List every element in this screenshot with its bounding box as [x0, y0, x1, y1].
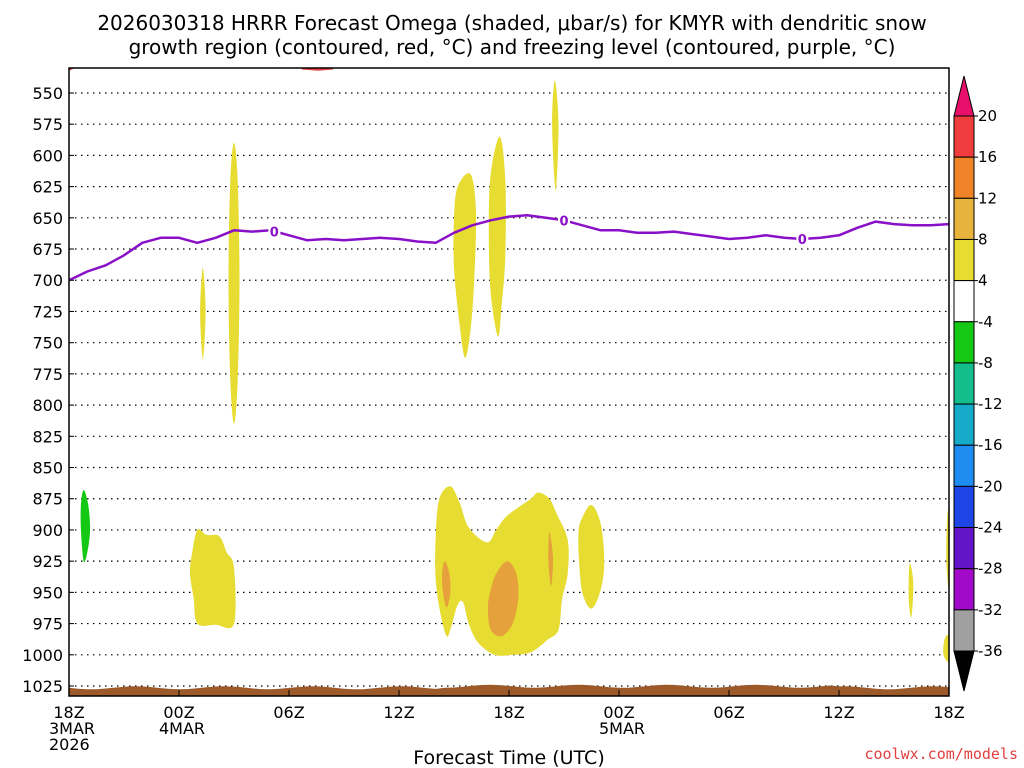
freezing-level-label: 0 — [798, 233, 807, 248]
plot-area: 0 0 0 — [68, 67, 950, 697]
x-tick-label: 12Z — [383, 703, 414, 722]
x-axis-label: Forecast Time (UTC) — [413, 747, 604, 768]
colorbar-swatch — [953, 280, 975, 323]
colorbar-swatch — [953, 609, 975, 652]
y-tick-label: 650 — [32, 209, 63, 228]
pressure-gridlines — [69, 92, 949, 687]
x-tick-label: 00Z — [163, 703, 194, 722]
x-tick-label: 06Z — [273, 703, 304, 722]
y-axis-ticks: 550 575 600 625 650 675 700 725 750 775 800 825 850 8… — [22, 84, 74, 696]
y-tick-label: 725 — [32, 302, 63, 321]
x-tick-label: 2026 — [49, 735, 90, 754]
colorbar-tick-label: -24 — [978, 519, 1003, 537]
y-tick-label: 875 — [32, 490, 63, 509]
colorbar-swatch — [953, 115, 975, 158]
colorbar-tick-label: -12 — [978, 395, 1003, 413]
colorbar-bottom-arrow — [953, 650, 975, 692]
colorbar-swatch — [953, 321, 975, 364]
colorbar-swatch — [953, 527, 975, 570]
freezing-label-bg — [268, 223, 281, 240]
y-tick-label: 900 — [32, 521, 63, 540]
colorbar-swatch — [953, 403, 975, 446]
y-tick-label: 975 — [32, 615, 63, 634]
y-tick-label: 750 — [32, 334, 63, 353]
y-tick-label: 1025 — [22, 677, 63, 696]
colorbar-swatch — [953, 444, 975, 487]
x-tick-label: 18Z — [493, 703, 524, 722]
freezing-label-bg — [796, 231, 809, 248]
y-tick-label: 1000 — [22, 646, 63, 665]
colorbar-swatch — [953, 568, 975, 611]
colorbar-tick-label: -4 — [978, 313, 993, 331]
y-tick-label: 925 — [32, 552, 63, 571]
colorbar-tick-label: 4 — [978, 272, 988, 290]
colorbar-tick-label: 20 — [978, 107, 997, 125]
credit-link[interactable]: coolwx.com/models — [864, 745, 1018, 763]
colorbar-swatch — [953, 362, 975, 405]
y-tick-label: 775 — [32, 365, 63, 384]
chart-title-line-1: 2026030318 HRRR Forecast Omega (shaded, … — [97, 11, 926, 35]
colorbar-legend: 20 16 12 8 4 -4 -8 -12 -16 -20 -24 -28 -32 -36 — [953, 75, 1003, 692]
freezing-level-label: 0 — [559, 214, 568, 229]
colorbar-tick-label: -8 — [978, 354, 993, 372]
colorbar-tick-label: -36 — [978, 642, 1003, 660]
x-tick-label: 18Z — [53, 703, 84, 722]
omega-shading — [80, 80, 949, 662]
y-tick-label: 600 — [32, 146, 63, 165]
y-tick-label: 575 — [32, 115, 63, 134]
omega-region-4 — [908, 563, 914, 618]
omega-region-4 — [200, 267, 206, 359]
x-tick-label: 00Z — [603, 703, 634, 722]
colorbar-tick-label: 8 — [978, 230, 988, 248]
colorbar-tick-label: -16 — [978, 436, 1003, 454]
omega-region-4 — [453, 173, 477, 358]
y-tick-label: 700 — [32, 271, 63, 290]
chart-title-line-2: growth region (contoured, red, °C) and f… — [129, 35, 896, 59]
colorbar-tick-label: -28 — [978, 560, 1003, 578]
freezing-level-contour: 0 0 0 — [69, 212, 949, 282]
colorbar-swatch — [953, 238, 975, 282]
y-tick-label: 825 — [32, 427, 63, 446]
colorbar-tick-label: 12 — [978, 189, 997, 207]
x-tick-label: 06Z — [713, 703, 744, 722]
y-tick-label: 675 — [32, 240, 63, 259]
freezing-level-label: 0 — [270, 225, 279, 240]
y-tick-label: 625 — [32, 178, 63, 197]
colorbar-top-arrow — [953, 75, 975, 117]
omega-region-4 — [80, 490, 91, 563]
omega-region-4 — [189, 529, 236, 629]
omega-region-4 — [488, 136, 506, 337]
colorbar-tick-label: -20 — [978, 477, 1003, 495]
colorbar-swatch — [953, 156, 975, 199]
colorbar-tick-label: -32 — [978, 601, 1003, 619]
y-tick-label: 850 — [32, 459, 63, 478]
omega-region-4 — [228, 142, 240, 424]
colorbar-swatch — [953, 485, 975, 529]
colorbar-tick-label: 16 — [978, 148, 997, 166]
y-tick-label: 950 — [32, 583, 63, 602]
y-tick-label: 800 — [32, 396, 63, 415]
x-tick-label: 18Z — [933, 703, 964, 722]
omega-region-8 — [442, 561, 451, 608]
colorbar-swatch — [953, 197, 975, 240]
freezing-label-bg — [558, 212, 570, 229]
omega-region-4 — [578, 504, 605, 609]
omega-region-4 — [943, 634, 949, 662]
x-tick-label: 4MAR — [159, 719, 205, 738]
x-tick-label: 5MAR — [599, 719, 645, 738]
x-tick-label: 12Z — [823, 703, 854, 722]
omega-region-8 — [487, 561, 519, 637]
y-tick-label: 550 — [32, 84, 63, 103]
omega-region-8 — [548, 532, 554, 587]
omega-region-4 — [552, 80, 559, 191]
x-tick-label: 3MAR — [49, 719, 95, 738]
